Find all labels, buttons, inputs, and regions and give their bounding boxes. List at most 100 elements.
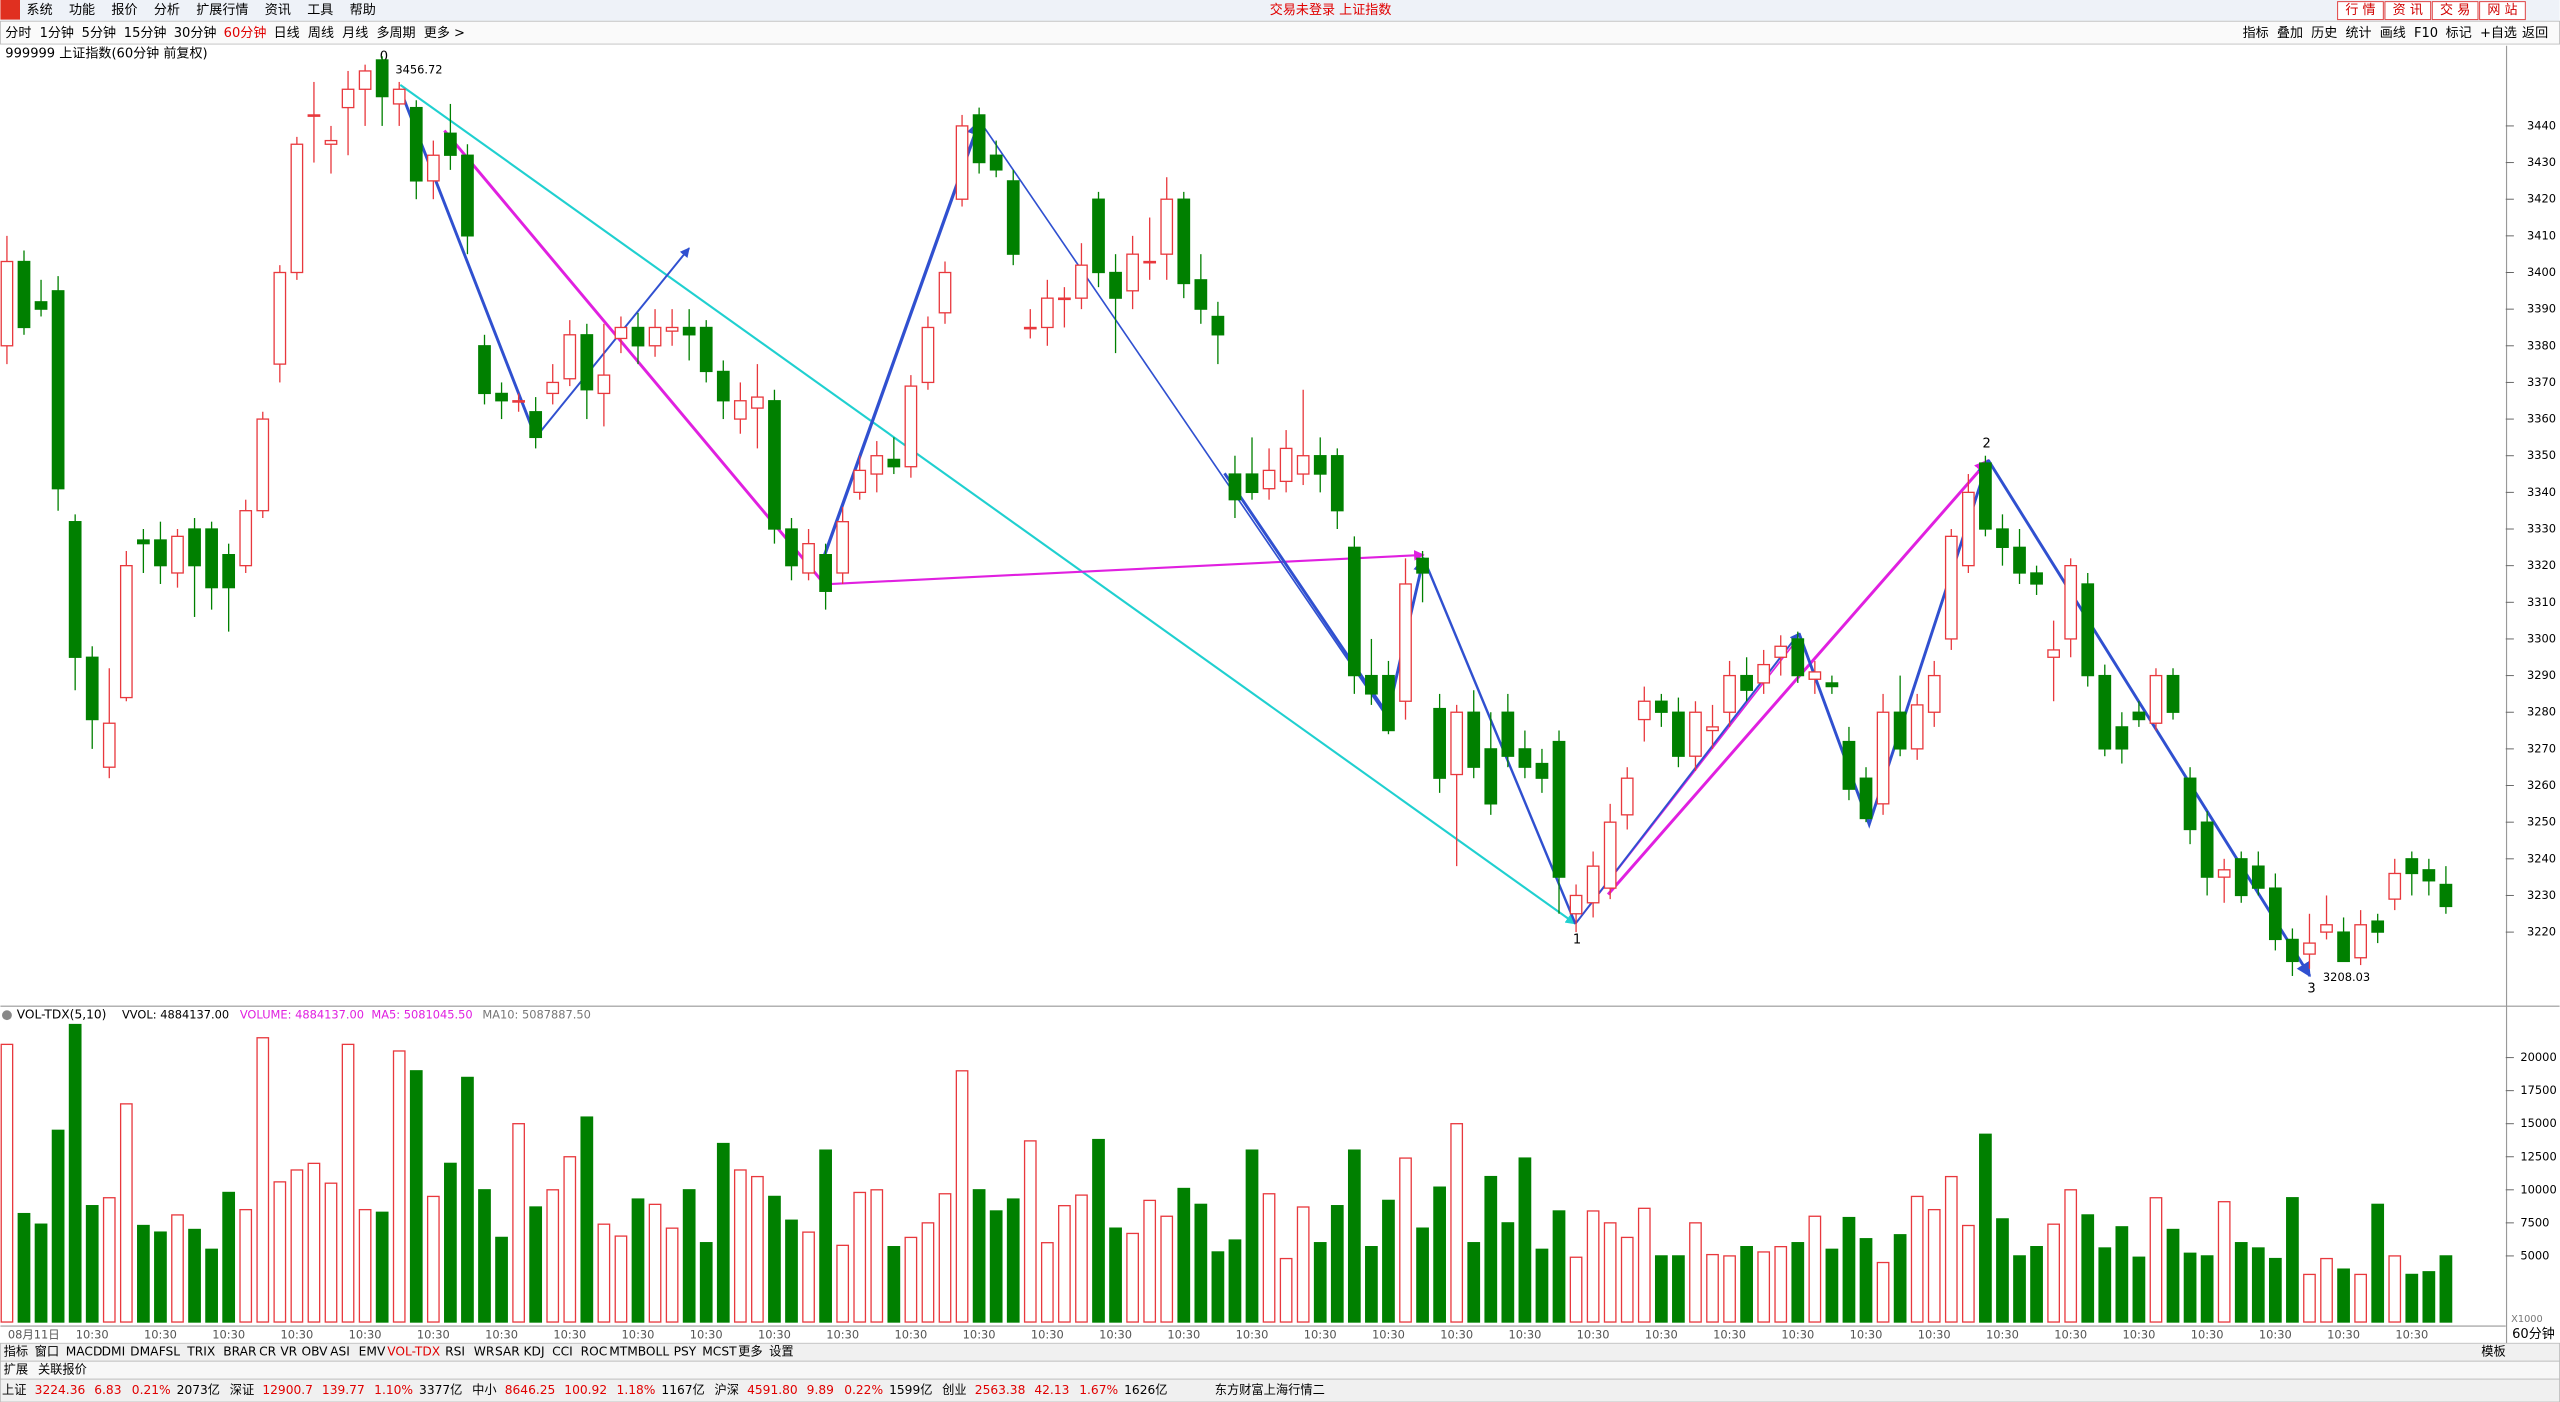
volume-unit: X1000	[2511, 1314, 2543, 1325]
period-tab[interactable]: 月线	[342, 26, 368, 41]
indicator-tab[interactable]: RSI	[445, 1345, 465, 1359]
indicator-tab[interactable]: EMV	[359, 1345, 386, 1359]
indicator-tab[interactable]: CR	[259, 1345, 277, 1359]
indicator-tab[interactable]: WR	[474, 1345, 495, 1359]
menu-item[interactable]: 功能	[69, 3, 95, 18]
tool-button[interactable]: F10	[2414, 26, 2438, 41]
indicator-tab[interactable]: ROC	[581, 1345, 608, 1359]
menu-item[interactable]: 分析	[154, 3, 180, 18]
y-tick-label: 3330	[2527, 522, 2556, 536]
x-tick-label: 10:30	[212, 1328, 245, 1342]
indicator-tab[interactable]: 窗口	[35, 1345, 59, 1359]
status-value: 12900.7	[262, 1383, 313, 1397]
period-tab[interactable]: 日线	[274, 26, 300, 41]
y-tick-label: 3270	[2527, 741, 2556, 755]
volume-bar	[2320, 1257, 2333, 1323]
candle-body	[955, 125, 969, 200]
indicator-tab[interactable]: VR	[280, 1345, 297, 1359]
indicator-tab[interactable]: KDJ	[524, 1345, 545, 1359]
volume-bar	[119, 1103, 133, 1323]
period-tab[interactable]: 多周期	[376, 25, 415, 41]
period-tab[interactable]: 1分钟	[40, 25, 74, 41]
indicator-tab[interactable]: MTM	[609, 1345, 638, 1359]
candle-body	[1518, 748, 1532, 768]
indicator-tab[interactable]: BOLL	[638, 1345, 670, 1359]
menu-item[interactable]: 系统	[27, 3, 53, 18]
indicator-tab[interactable]: 更多	[738, 1345, 762, 1359]
indicator-tab[interactable]: SAR	[495, 1345, 520, 1359]
indicator-tab[interactable]: DMA	[130, 1345, 159, 1359]
template-button[interactable]: 模板	[2481, 1345, 2505, 1359]
trend-line	[399, 84, 1577, 925]
indicator-tab[interactable]: OBV	[302, 1345, 329, 1359]
menu-button[interactable]	[2337, 1, 2384, 21]
indicator-tab[interactable]: MACD	[66, 1345, 103, 1359]
period-tab[interactable]: 分时	[5, 26, 31, 41]
menu-button-label[interactable]: 行 情	[2345, 3, 2375, 18]
candle-body	[1245, 473, 1259, 494]
status-value: 上证	[2, 1383, 26, 1397]
volume-title: VOL-TDX(5,10)	[17, 1008, 107, 1022]
indicator-tab[interactable]: FSL	[159, 1345, 181, 1359]
menu-item[interactable]: 资讯	[265, 3, 291, 18]
indicator-tab[interactable]: TRIX	[186, 1345, 215, 1359]
sub-tab[interactable]: 扩展	[4, 1363, 28, 1377]
menu-button-label[interactable]: 资 讯	[2393, 3, 2423, 18]
volume-bar	[444, 1162, 457, 1323]
volume-bar	[904, 1236, 918, 1323]
menu-item[interactable]: 报价	[111, 3, 137, 18]
candle-body	[358, 70, 372, 90]
x-tick-label: 10:30	[1031, 1328, 1064, 1342]
tool-button[interactable]: 返回	[2522, 26, 2548, 41]
candle-body	[1416, 557, 1429, 574]
volume-bar	[461, 1076, 474, 1323]
menu-button-label[interactable]: 交 易	[2440, 2, 2470, 18]
indicator-tab[interactable]: CCI	[552, 1345, 573, 1359]
wave-label: 0	[380, 50, 388, 65]
indicator-tab[interactable]: PSY	[674, 1345, 697, 1359]
volume-bar	[290, 1169, 304, 1323]
indicator-tab[interactable]: DMI	[102, 1345, 126, 1359]
indicator-tab[interactable]: BRAR	[223, 1345, 257, 1359]
period-tab[interactable]: 15分钟	[124, 25, 167, 41]
period-tab[interactable]: 更多 >	[424, 25, 465, 41]
indicator-tab[interactable]: MCST	[702, 1345, 737, 1359]
status-value: 42.13	[1034, 1383, 1069, 1397]
volume-bar	[1893, 1234, 1907, 1323]
volume-bar	[1143, 1199, 1157, 1323]
candle-body	[1313, 455, 1327, 475]
period-tab[interactable]: 60分钟	[224, 25, 267, 41]
tool-button[interactable]: +自选	[2480, 26, 2517, 41]
indicator-tab[interactable]: 设置	[769, 1345, 793, 1359]
menu-button[interactable]	[2384, 1, 2432, 21]
menu-button-label[interactable]: 网 站	[2487, 3, 2517, 18]
menu-item[interactable]: 帮助	[350, 3, 376, 18]
menu-button[interactable]	[2431, 1, 2479, 21]
indicator-tab[interactable]: 指标	[4, 1344, 28, 1359]
menu-button[interactable]	[2479, 1, 2526, 21]
tool-button[interactable]: 统计	[2345, 26, 2371, 41]
period-tab[interactable]: 30分钟	[174, 25, 217, 41]
y-tick-label: 3320	[2527, 558, 2556, 572]
volume-bar	[1535, 1248, 1549, 1323]
tool-button[interactable]: 标记	[2446, 26, 2472, 41]
menu-item[interactable]: 工具	[307, 3, 333, 18]
volume-bar	[1330, 1205, 1344, 1323]
volume-bar	[529, 1206, 543, 1323]
tool-button[interactable]: 画线	[2380, 26, 2406, 41]
volume-bar	[205, 1248, 218, 1323]
tool-button[interactable]: 指标	[2243, 26, 2269, 41]
menu-item[interactable]: 扩展行情	[196, 3, 248, 18]
x-tick-label: 10:30	[1236, 1328, 1269, 1342]
volume-bar	[1672, 1255, 1685, 1323]
volume-bar	[2200, 1255, 2214, 1323]
period-tab[interactable]: 周线	[308, 26, 334, 41]
tool-button[interactable]: 叠加	[2277, 26, 2303, 41]
period-tab[interactable]: 5分钟	[82, 25, 116, 41]
candle-body	[1620, 777, 1634, 816]
tool-button[interactable]: 历史	[2311, 26, 2337, 41]
candle-body	[119, 565, 133, 699]
sub-tab[interactable]: 关联报价	[38, 1362, 87, 1377]
indicator-tab[interactable]: ASI	[330, 1345, 350, 1359]
indicator-tab[interactable]: VOL-TDX	[387, 1345, 440, 1359]
